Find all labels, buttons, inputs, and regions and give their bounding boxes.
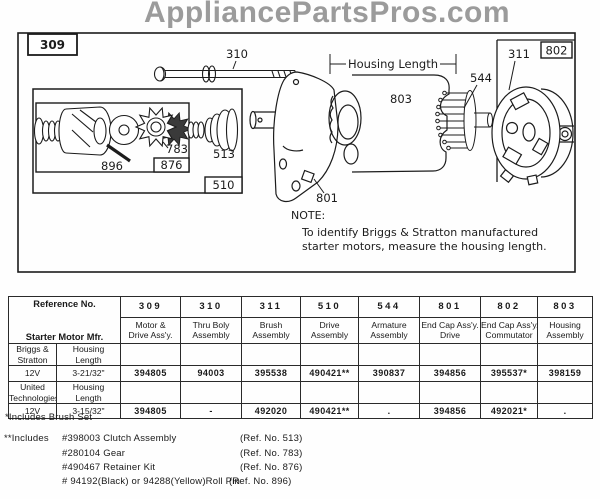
footnote-part: #490467 Retainer Kit xyxy=(62,462,156,473)
parts-reference-table: Reference No. Starter Motor Mfr. 309 310… xyxy=(7,296,594,419)
callout-310: 310 xyxy=(226,47,248,61)
col-name-310: Thru Boly Assembly xyxy=(180,316,243,345)
col-ref-309: 309 xyxy=(120,296,182,318)
part-number: - xyxy=(180,403,243,419)
clutch-housing-drawing xyxy=(33,106,112,156)
exploded-view-diagram: 309 310 xyxy=(17,32,576,273)
part-number: 395538 xyxy=(241,365,302,382)
col-ref-510: 510 xyxy=(300,296,360,318)
callout-801: 801 xyxy=(316,191,338,205)
callout-783: 783 xyxy=(166,142,188,156)
mfr-briggs-voltage: 12V xyxy=(8,365,57,382)
table-row: 12V 3-21/32" 394805 94003 395538 490421*… xyxy=(8,365,594,382)
part-number: . xyxy=(358,403,421,419)
part-number: 490421** xyxy=(300,365,360,382)
col-ref-801: 801 xyxy=(419,296,482,318)
part-number: 394805 xyxy=(120,403,182,419)
footnote-includes-block: **Includes #398003 Clutch Assembly (Ref.… xyxy=(0,433,600,493)
col-ref-310: 310 xyxy=(180,296,243,318)
starter-motor-mfr-header: Starter Motor Mfr. xyxy=(25,331,104,342)
footnote-item: # 94192(Black) or 94288(Yellow)Roll Pin … xyxy=(0,476,600,489)
footnote-part: #398003 Clutch Assembly xyxy=(62,433,177,444)
roll-pin-896-drawing xyxy=(106,143,131,163)
note-block: NOTE: To identify Briggs & Stratton manu… xyxy=(291,209,547,253)
footnote-brush-set: *Includes Brush Set xyxy=(5,412,93,423)
footnote-ref: (Ref. No. 513) xyxy=(240,433,303,444)
note-line1: To identify Briggs & Stratton manufactur… xyxy=(301,226,538,239)
housing-length-label: Housing Length xyxy=(348,57,438,71)
mfr-briggs: Briggs & Stratton xyxy=(8,343,57,366)
table-row: United Technologies Housing Length xyxy=(8,381,594,404)
thru-bolt-310-drawing xyxy=(153,65,296,83)
gear-783-drawing xyxy=(135,107,192,147)
clutch-group-510: 896 783 513 876 xyxy=(32,88,243,194)
includes-label: **Includes xyxy=(4,433,49,444)
footnote-item: #490467 Retainer Kit (Ref. No. 876) xyxy=(0,462,600,475)
part-number: 394856 xyxy=(419,365,482,382)
footnote-part: #280104 Gear xyxy=(62,448,126,459)
col-name-803: Housing Assembly xyxy=(537,316,594,345)
coupling-513-drawing xyxy=(187,108,239,152)
part-number: 94003 xyxy=(180,365,243,382)
col-ref-311: 311 xyxy=(241,296,302,318)
callout-803: 803 xyxy=(390,92,412,106)
washer-disc-drawing xyxy=(108,114,140,146)
table-row: Motor & Drive Ass'y. Thru Boly Assembly Br… xyxy=(9,316,594,345)
part-number: 492021* xyxy=(480,403,539,419)
spec-housing-length: Housing Length xyxy=(55,343,122,366)
footnote-item: #280104 Gear (Ref. No. 783) xyxy=(0,448,600,461)
footnote-ref: (Ref. No. 876) xyxy=(240,462,303,473)
col-ref-803: 803 xyxy=(537,296,594,318)
callout-510: 510 xyxy=(213,178,235,192)
callout-309-box: 309 xyxy=(27,33,78,56)
part-number: 390837 xyxy=(358,365,421,382)
table-row: Briggs & Stratton Housing Length xyxy=(8,343,594,366)
col-name-311: Brush Assembly xyxy=(241,316,302,345)
footnote-item: **Includes #398003 Clutch Assembly (Ref.… xyxy=(0,433,600,446)
callout-513: 513 xyxy=(213,147,235,161)
note-heading: NOTE: xyxy=(291,209,325,222)
note-line2: starter motors, measure the housing leng… xyxy=(302,240,547,253)
footnote-ref: (Ref. No. 896) xyxy=(229,476,292,487)
part-number: 395537* xyxy=(480,365,539,382)
reference-no-header: Reference No. xyxy=(33,299,96,309)
footnote-ref: (Ref. No. 783) xyxy=(240,448,303,459)
mfr-united-voltage: 12V xyxy=(8,403,57,419)
callout-309: 309 xyxy=(40,38,65,52)
part-number: 394856 xyxy=(419,403,482,419)
table-row: Reference No. Starter Motor Mfr. 309 310… xyxy=(7,296,594,344)
callout-876: 876 xyxy=(161,158,183,172)
end-cap-commutator-drawing xyxy=(491,86,574,186)
part-number: 398159 xyxy=(537,365,594,382)
end-cap-drive-801-drawing xyxy=(249,71,362,203)
callout-802: 802 xyxy=(546,44,568,58)
callout-311: 311 xyxy=(508,47,530,61)
callout-544: 544 xyxy=(470,71,492,85)
united-housing-length-value: 3-15/32" xyxy=(55,403,122,419)
part-number: 492020 xyxy=(241,403,302,419)
part-number: 490421** xyxy=(300,403,360,419)
col-ref-544: 544 xyxy=(358,296,421,318)
col-name-510: Drive Assembly xyxy=(300,316,360,345)
col-name-544: Armature Assembly xyxy=(358,316,421,345)
watermark-logo: AppliancePartsPros.com xyxy=(143,0,511,29)
part-number: 394805 xyxy=(120,365,182,382)
col-name-802: End Cap Ass'y. Commutator xyxy=(480,316,539,345)
footnote-part: # 94192(Black) or 94288(Yellow)Roll Pin xyxy=(62,476,241,487)
col-ref-802: 802 xyxy=(480,296,539,318)
spec-housing-length: Housing Length xyxy=(55,381,122,404)
housing-length-dimension xyxy=(329,54,457,74)
mfr-united-technologies: United Technologies xyxy=(8,381,57,404)
col-name-309: Motor & Drive Ass'y. xyxy=(120,316,182,345)
briggs-housing-length-value: 3-21/32" xyxy=(55,365,122,382)
armature-544-drawing xyxy=(435,90,493,151)
housing-803-drawing xyxy=(351,74,450,173)
part-number: . xyxy=(537,403,594,419)
table-row: 12V 3-15/32" 394805 - 492020 490421** . … xyxy=(8,403,594,419)
callout-896: 896 xyxy=(101,159,123,173)
col-name-801: End Cap Ass'y. Drive xyxy=(419,316,482,345)
